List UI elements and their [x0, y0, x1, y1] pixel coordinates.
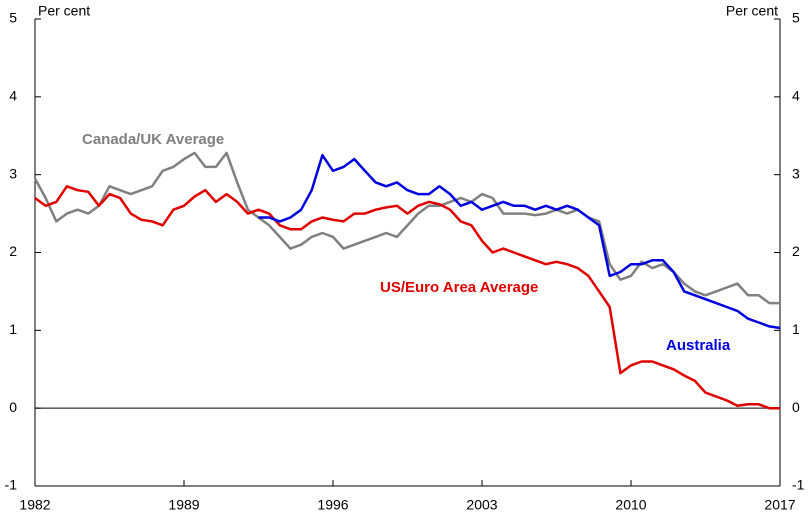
series-line [33, 151, 780, 305]
y-tick-label: 4 [9, 88, 17, 104]
y-tick-label: -1 [5, 477, 18, 493]
x-tick-label: 2010 [615, 497, 646, 513]
series-line [258, 153, 781, 330]
y2-axis-label: Per cent [726, 3, 778, 19]
y2-tick-label: 0 [792, 399, 800, 415]
series-label: US/Euro Area Average [380, 279, 538, 296]
series-line [34, 185, 780, 410]
x-tick-label: 1996 [317, 497, 348, 513]
x-tick-label: 1982 [19, 497, 50, 513]
y-tick-label: 5 [9, 10, 17, 26]
x-tick-label: 2003 [466, 497, 497, 513]
x-tick-label: 2017 [764, 497, 795, 513]
y2-tick-label: 5 [792, 10, 800, 26]
series-label: Canada/UK Average [82, 131, 224, 148]
y-tick-label: 3 [9, 165, 17, 181]
y2-tick-label: 4 [792, 88, 800, 104]
y2-tick-label: 3 [792, 165, 800, 181]
y-axis-label: Per cent [38, 3, 90, 19]
y2-tick-label: 2 [792, 243, 800, 259]
y2-tick-label: -1 [792, 477, 805, 493]
y-tick-label: 0 [9, 399, 17, 415]
x-tick-label: 1989 [168, 497, 199, 513]
y-tick-label: 2 [9, 243, 17, 259]
y-tick-label: 1 [9, 321, 17, 337]
y2-tick-label: 1 [792, 321, 800, 337]
series-label: Australia [666, 337, 731, 354]
